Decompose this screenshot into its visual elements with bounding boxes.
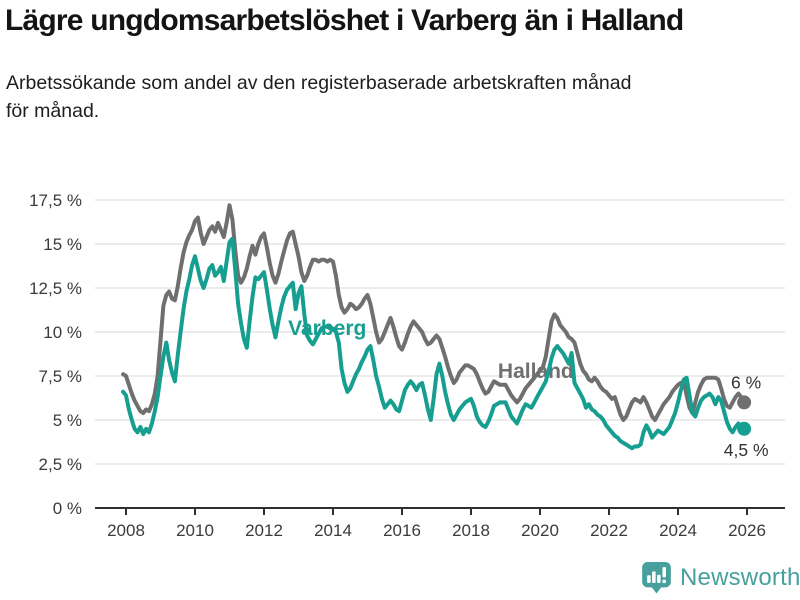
y-tick-label: 15 % [43, 235, 82, 254]
x-tick-label: 2022 [590, 521, 628, 540]
brand-footer: Newsworthy [642, 562, 800, 594]
x-tick-label: 2018 [452, 521, 490, 540]
x-tick-label: 2016 [383, 521, 421, 540]
y-tick-label: 17,5 % [29, 191, 82, 210]
x-tick-label: 2026 [728, 521, 766, 540]
y-tick-label: 7,5 % [39, 367, 82, 386]
end-value-varberg: 4,5 % [724, 440, 769, 460]
y-tick-label: 10 % [43, 323, 82, 342]
x-tick-label: 2012 [245, 521, 283, 540]
brand-name: Newsworthy [680, 564, 800, 591]
end-dot-halland [737, 395, 752, 410]
series-label-varberg: Varberg [288, 317, 366, 340]
series-line-varberg [121, 236, 747, 451]
x-tick-label: 2014 [314, 521, 352, 540]
y-tick-label: 12,5 % [29, 279, 82, 298]
page-title: Lägre ungdomsarbetslöshet i Varberg än i… [5, 4, 684, 37]
series-line-halland [121, 203, 747, 422]
y-tick-label: 0 % [53, 499, 82, 518]
newsworthy-logo-icon [642, 562, 671, 594]
end-dot-varberg [737, 421, 752, 436]
x-tick-label: 2008 [107, 521, 145, 540]
y-tick-label: 2,5 % [39, 455, 82, 474]
x-tick-label: 2020 [521, 521, 559, 540]
x-tick-label: 2024 [659, 521, 697, 540]
x-tick-label: 2010 [176, 521, 214, 540]
y-tick-label: 5 % [53, 411, 82, 430]
series-label-halland: Halland [498, 360, 574, 383]
end-value-halland: 6 % [731, 372, 761, 392]
chart-subtitle: Arbetssökande som andel av den registerb… [6, 72, 632, 122]
